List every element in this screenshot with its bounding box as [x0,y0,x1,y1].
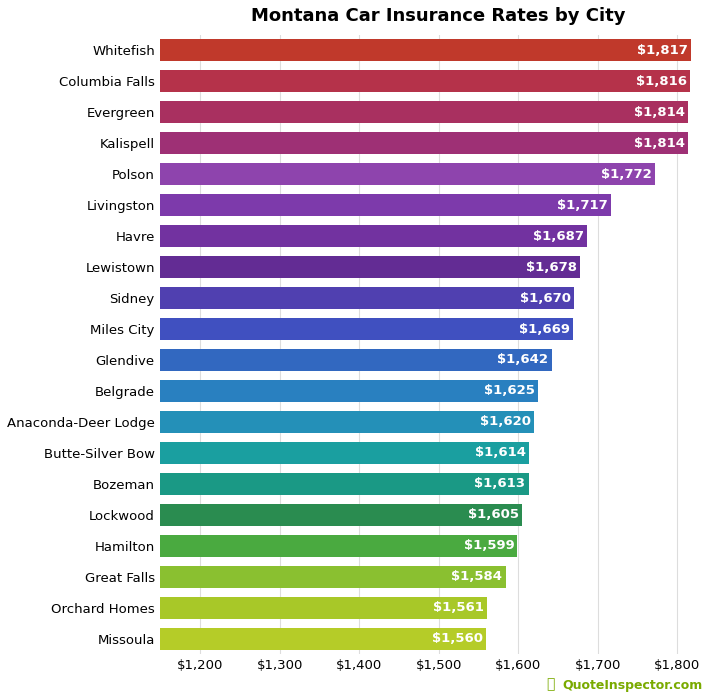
Bar [161,225,587,247]
Text: $1,625: $1,625 [484,384,535,398]
Bar [161,194,611,216]
Text: $1,584: $1,584 [451,570,502,583]
Text: $1,772: $1,772 [601,168,652,181]
Text: $1,669: $1,669 [519,323,570,335]
Text: $1,642: $1,642 [497,354,549,367]
Bar [161,287,574,309]
Bar [161,132,689,155]
Bar [161,566,505,588]
Text: $1,717: $1,717 [557,199,608,211]
Bar [161,442,529,464]
Text: $1,561: $1,561 [433,601,484,614]
Bar [161,318,573,340]
Text: QuoteInspector.com: QuoteInspector.com [562,678,702,692]
Text: $1,814: $1,814 [634,106,685,119]
Bar [161,256,580,278]
Text: $1,817: $1,817 [636,44,688,57]
Bar [161,473,529,495]
Text: $1,687: $1,687 [534,230,584,243]
Bar [161,504,522,526]
Bar [161,628,487,650]
Text: $1,560: $1,560 [432,632,483,645]
Bar [161,380,538,402]
Text: $1,614: $1,614 [475,447,526,459]
Bar [161,596,487,619]
Bar [161,535,518,557]
Text: $1,670: $1,670 [520,292,571,304]
Text: Ⓠ: Ⓠ [547,678,555,692]
Bar [161,349,552,371]
Bar [161,163,655,186]
Text: $1,613: $1,613 [474,477,526,491]
Text: $1,678: $1,678 [526,260,577,274]
Bar [161,39,691,62]
Bar [161,70,690,92]
Title: Montana Car Insurance Rates by City: Montana Car Insurance Rates by City [251,7,626,25]
Text: $1,605: $1,605 [468,508,519,522]
Text: $1,814: $1,814 [634,136,685,150]
Bar [161,411,534,433]
Text: $1,620: $1,620 [480,415,531,428]
Text: $1,816: $1,816 [636,75,687,88]
Bar [161,101,689,123]
Text: $1,599: $1,599 [463,539,514,552]
